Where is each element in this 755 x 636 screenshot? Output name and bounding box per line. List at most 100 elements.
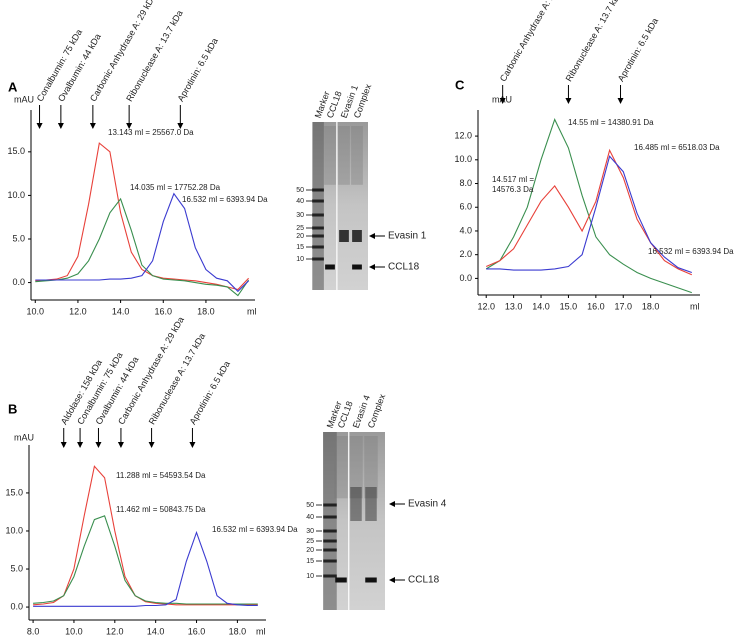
x-tick-label: 16.0: [155, 306, 173, 316]
trace: [35, 142, 249, 291]
ladder-band: [312, 257, 324, 261]
ladder-label: 15: [306, 558, 314, 565]
x-tick-label: 17.0: [614, 301, 632, 311]
ladder-band: [323, 515, 337, 519]
y-tick-label: 6.0: [459, 202, 472, 212]
y-tick-label: 0.0: [10, 601, 23, 611]
ladder-band: [312, 188, 324, 192]
marker-label: Aprotinin: 6.5 kDa: [616, 16, 660, 83]
marker-label: Ribonuclease A: 13.7 kDa: [564, 0, 624, 83]
marker-lane: [323, 432, 337, 610]
evasin-band: [352, 230, 362, 242]
y-axis-label: mAU: [14, 432, 34, 442]
peak-annotation: 14.035 ml = 17752.28 Da: [130, 183, 221, 192]
y-tick-label: 10.0: [7, 190, 25, 200]
evasin-band: [365, 487, 377, 521]
ladder-label: 50: [296, 187, 304, 194]
ccl18-band: [365, 577, 377, 583]
x-axis-label: ml: [690, 301, 700, 311]
ladder-band: [323, 529, 337, 533]
x-tick-label: 15.0: [560, 301, 578, 311]
ladder-label: 15: [296, 244, 304, 251]
evasin-band: [339, 230, 349, 242]
ladder-band: [312, 245, 324, 249]
ccl18-band: [335, 577, 347, 583]
marker-lane: [312, 122, 324, 290]
x-tick-label: 18.0: [197, 306, 215, 316]
ladder-band: [312, 234, 324, 238]
marker-label: Aprotinin: 6.5 kDa: [175, 36, 219, 103]
x-tick-label: 18.0: [229, 626, 247, 636]
ladder-band: [312, 199, 324, 203]
ladder-label: 25: [296, 225, 304, 232]
y-tick-label: 10.0: [454, 154, 472, 164]
trace: [485, 148, 693, 276]
y-tick-label: 4.0: [459, 225, 472, 235]
x-tick-label: 14.0: [532, 301, 550, 311]
ladder-band: [323, 503, 337, 507]
ladder-band: [323, 548, 337, 552]
peak-annotation: 14576.3 Da: [492, 185, 534, 194]
x-tick-label: 12.0: [106, 626, 124, 636]
ladder-label: 30: [306, 528, 314, 535]
x-tick-label: 16.0: [188, 626, 206, 636]
ladder-label: 30: [296, 212, 304, 219]
gel: [312, 122, 368, 290]
peak-annotation: 14.517 ml =: [492, 175, 534, 184]
y-tick-label: 2.0: [459, 249, 472, 259]
panel-label: B: [8, 401, 17, 416]
band-label: CCL18: [408, 575, 440, 586]
x-tick-label: 12.0: [69, 306, 87, 316]
x-tick-label: 8.0: [27, 626, 40, 636]
y-tick-label: 0.0: [459, 273, 472, 283]
x-axis-label: ml: [247, 306, 257, 316]
ladder-label: 25: [306, 538, 314, 545]
ladder-label: 10: [296, 256, 304, 263]
trace: [35, 192, 249, 293]
x-tick-label: 14.0: [147, 626, 165, 636]
y-tick-label: 0.0: [12, 277, 25, 287]
y-tick-label: 12.0: [454, 130, 472, 140]
ladder-label: 20: [306, 547, 314, 554]
ladder-band: [312, 213, 324, 217]
ccl18-band: [352, 264, 362, 270]
peak-annotation: 16.532 ml = 6393.94 Da: [212, 525, 298, 534]
lane-smear: [324, 126, 336, 185]
trace: [35, 197, 250, 297]
y-tick-label: 10.0: [5, 525, 23, 535]
ladder-band: [312, 226, 324, 230]
x-axis-label: ml: [256, 626, 266, 636]
x-tick-label: 14.0: [112, 306, 130, 316]
lane-smear: [349, 436, 363, 499]
y-tick-label: 15.0: [5, 487, 23, 497]
y-axis-label: mAU: [14, 94, 34, 104]
x-tick-label: 12.0: [477, 301, 495, 311]
ladder-label: 40: [306, 514, 314, 521]
band-label: Evasin 4: [408, 499, 447, 510]
lane-smear: [364, 436, 378, 499]
ladder-band: [323, 539, 337, 543]
x-tick-label: 18.0: [642, 301, 660, 311]
lane-smear: [338, 126, 350, 185]
peak-annotation: 16.532 ml = 6393.94 Da: [648, 247, 734, 256]
lane-smear: [334, 436, 348, 499]
band-label: Evasin 1: [388, 231, 427, 242]
x-tick-label: 13.0: [505, 301, 523, 311]
peak-annotation: 16.532 ml = 6393.94 Da: [182, 195, 268, 204]
peak-annotation: 13.143 ml = 25567.0 Da: [108, 128, 194, 137]
trace: [33, 515, 258, 605]
marker-label: Carbonic Anhydrase A: 29 kDa: [88, 0, 158, 103]
peak-annotation: 14.55 ml = 14380.91 Da: [568, 118, 654, 127]
panel-label: C: [455, 77, 465, 92]
y-tick-label: 8.0: [459, 178, 472, 188]
x-tick-label: 10.0: [65, 626, 83, 636]
x-tick-label: 16.0: [587, 301, 605, 311]
gel: [323, 432, 385, 610]
y-axis-label: mAU: [492, 94, 512, 104]
trace: [33, 465, 258, 606]
peak-annotation: 16.485 ml = 6518.03 Da: [634, 143, 720, 152]
ladder-label: 20: [296, 233, 304, 240]
ladder-label: 40: [296, 198, 304, 205]
y-tick-label: 5.0: [12, 233, 25, 243]
